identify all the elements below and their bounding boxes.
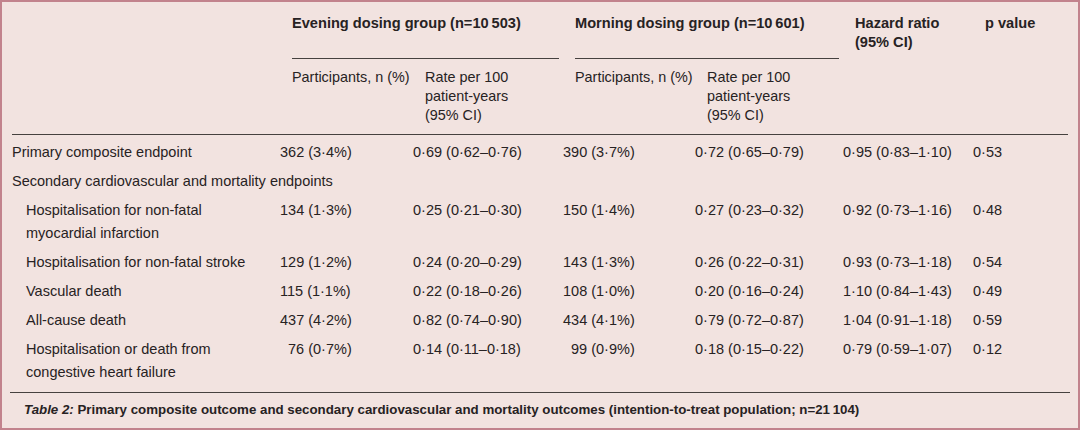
hazard-ratio-cell: 0·79 (0·59–1·07) [843,338,973,361]
morning-participants-subheader: Participants, n (%) [575,68,707,87]
table-body: Primary composite endpoint 362 (3·4%) 0·… [12,138,1068,387]
table-section-row: Secondary cardiovascular and mortality e… [12,167,1068,196]
morning-rate-cell: 0·18 (0·15–0·22) [695,338,843,361]
p-value-cell: 0·48 [973,199,1068,222]
evening-rate-cell: 0·24 (0·20–0·29) [413,251,563,274]
evening-rate-cell: 0·82 (0·74–0·90) [413,309,563,332]
morning-participants-cell: 390 (3·7%) [563,141,695,164]
morning-participants-cell: 150 (1·4%) [563,199,695,222]
endpoint-label: All-cause death [12,309,280,332]
table-figure: Evening dosing group (n=10 503) Morning … [0,0,1080,430]
morning-participants-cell: 99 (0·9%) [563,338,695,361]
evening-rate-cell: 0·25 (0·21–0·30) [413,199,563,222]
morning-group-rule [575,58,839,59]
table-row: Vascular death 115 (1·1%) 0·22 (0·18–0·2… [12,277,1068,306]
morning-rate-cell: 0·20 (0·16–0·24) [695,280,843,303]
evening-group-header: Evening dosing group (n=10 503) [292,14,575,33]
morning-participants-cell: 143 (1·3%) [563,251,695,274]
sub-header-row: Participants, n (%) Rate per 100 patient… [12,60,1068,134]
table-row: Hospitalisation for non-fatal myocardial… [12,196,1068,248]
p-value-cell: 0·53 [973,141,1068,164]
group-header-row: Evening dosing group (n=10 503) Morning … [12,14,1068,58]
evening-participants-cell: 362 (3·4%) [280,141,413,164]
morning-rate-subheader: Rate per 100 patient-years (95% CI) [707,68,855,125]
endpoint-label: Primary composite endpoint [12,141,280,164]
evening-participants-cell: 134 (1·3%) [280,199,413,222]
evening-rate-cell: 0·69 (0·62–0·76) [413,141,563,164]
p-value-header: p value [985,14,1068,33]
hazard-ratio-header: Hazard ratio (95% CI) [855,14,985,52]
morning-rate-cell: 0·79 (0·72–0·87) [695,309,843,332]
hazard-ratio-cell: 0·93 (0·73–1·18) [843,251,973,274]
endpoint-label: Hospitalisation for non-fatal myocardial… [12,199,280,245]
evening-participants-cell: 437 (4·2%) [280,309,413,332]
table-caption-number: Table 2: [24,402,74,417]
hazard-ratio-cell: 1·10 (0·84–1·43) [843,280,973,303]
evening-participants-subheader: Participants, n (%) [292,68,425,87]
table-header: Evening dosing group (n=10 503) Morning … [12,2,1068,135]
evening-rate-cell: 0·14 (0·11–0·18) [413,338,563,361]
table-row: All-cause death 437 (4·2%) 0·82 (0·74–0·… [12,306,1068,335]
p-value-cell: 0·12 [973,338,1068,361]
evening-rate-subheader: Rate per 100 patient-years (95% CI) [425,68,575,125]
table-row: Primary composite endpoint 362 (3·4%) 0·… [12,138,1068,167]
morning-group-header: Morning dosing group (n=10 601) [575,14,855,33]
table-caption: Table 2: Primary composite outcome and s… [10,392,1070,418]
evening-participants-cell: 115 (1·1%) [280,280,413,303]
p-value-cell: 0·59 [973,309,1068,332]
endpoint-label: Hospitalisation for non-fatal stroke [12,251,280,274]
evening-rate-cell: 0·22 (0·18–0·26) [413,280,563,303]
hazard-ratio-cell: 0·95 (0·83–1·10) [843,141,973,164]
morning-rate-cell: 0·26 (0·22–0·31) [695,251,843,274]
morning-rate-cell: 0·27 (0·23–0·32) [695,199,843,222]
endpoint-label: Vascular death [12,280,280,303]
morning-rate-cell: 0·72 (0·65–0·79) [695,141,843,164]
p-value-cell: 0·49 [973,280,1068,303]
endpoint-label: Hospitalisation or death from congestive… [12,338,280,384]
evening-group-rule [292,58,559,59]
section-label: Secondary cardiovascular and mortality e… [12,170,1068,193]
p-value-cell: 0·54 [973,251,1068,274]
hazard-ratio-cell: 1·04 (0·91–1·18) [843,309,973,332]
morning-participants-cell: 108 (1·0%) [563,280,695,303]
hazard-ratio-cell: 0·92 (0·73–1·16) [843,199,973,222]
table-caption-text: Primary composite outcome and secondary … [77,402,859,417]
evening-participants-cell: 76 (0·7%) [280,338,413,361]
table-row: Hospitalisation or death from congestive… [12,335,1068,387]
evening-participants-cell: 129 (1·2%) [280,251,413,274]
table-row: Hospitalisation for non-fatal stroke 129… [12,248,1068,277]
morning-participants-cell: 434 (4·1%) [563,309,695,332]
